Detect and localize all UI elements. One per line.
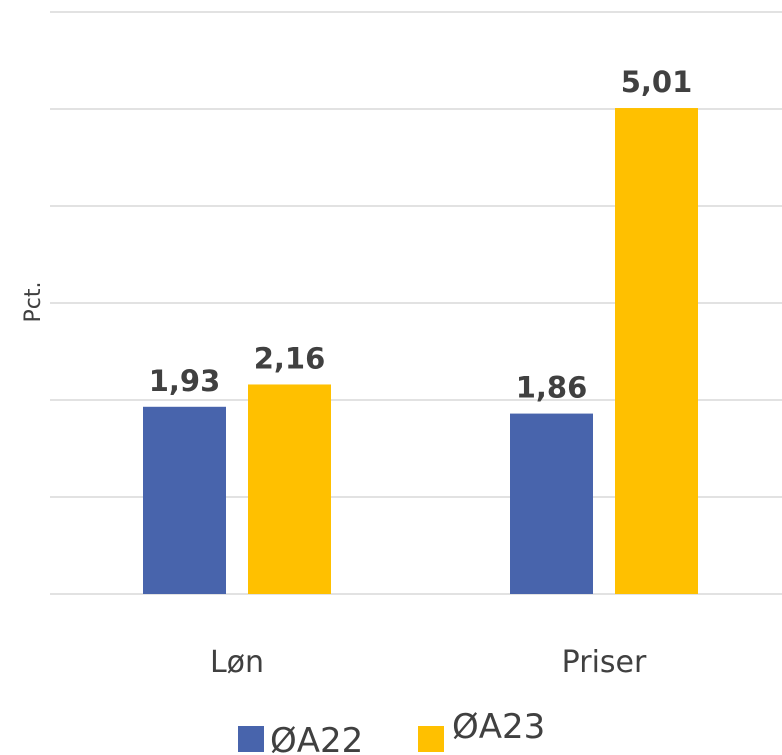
legend: ØA22 ØA23 <box>238 707 545 755</box>
bar-ØA22-Løn <box>143 406 226 594</box>
legend-swatch <box>238 726 264 752</box>
y-axis-label: Pct. <box>21 282 46 323</box>
legend-label: ØA22 <box>270 721 363 755</box>
category-label: Løn <box>210 645 264 680</box>
data-labels: 1,93 2,16 1,86 5,01 <box>149 65 693 405</box>
data-label: 5,01 <box>621 65 693 99</box>
legend-swatch <box>418 726 444 752</box>
category-labels: Løn Priser <box>210 645 647 680</box>
legend-label: ØA23 <box>452 707 545 747</box>
bar-ØA22-Priser <box>510 413 593 594</box>
data-label: 1,93 <box>149 364 221 398</box>
category-label: Priser <box>562 645 647 680</box>
bar-ØA23-Løn <box>248 384 331 594</box>
data-label: 2,16 <box>254 341 326 375</box>
bars <box>143 108 698 594</box>
bar-ØA23-Priser <box>615 108 698 594</box>
data-label: 1,86 <box>516 371 588 405</box>
axes: Pct. <box>21 282 46 323</box>
